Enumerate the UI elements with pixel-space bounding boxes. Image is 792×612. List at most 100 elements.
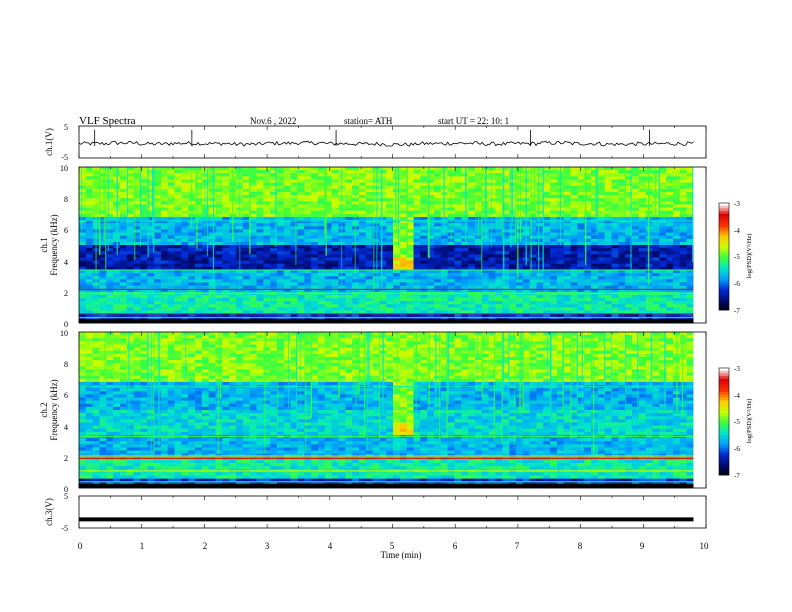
spectrogram-cell (461, 245, 469, 249)
spectrogram-cell (563, 229, 571, 233)
spectrogram-cell (352, 210, 360, 215)
spectrogram-cell (188, 263, 196, 268)
spectrogram-cell (85, 363, 94, 367)
spectrogram-cell (222, 241, 230, 246)
spectrogram-cell (406, 167, 414, 171)
spectrogram-cell (270, 226, 278, 230)
spectrogram-cell (106, 294, 114, 299)
spectrogram-cell (345, 245, 353, 249)
spectrogram-cell (92, 288, 100, 293)
spectrogram-cell (372, 210, 380, 215)
spectrogram-cell (365, 263, 373, 268)
spectrogram-cell (249, 260, 257, 265)
spectrogram-cell (133, 266, 141, 271)
spectrogram-cell (638, 260, 647, 265)
spectrogram-cell (126, 173, 135, 177)
spectrogram-cell (515, 207, 524, 212)
spectrogram-cell (386, 251, 394, 255)
spectrogram-cell (659, 307, 667, 311)
spectrogram-cell (406, 310, 414, 315)
spectrogram-cell (126, 285, 135, 290)
spectrogram-cell (317, 313, 326, 318)
spectrogram-cell (222, 282, 230, 286)
spectrogram-cell (311, 260, 319, 265)
spectrogram-cell (536, 210, 544, 215)
spectrogram-cell (379, 173, 387, 177)
spectrogram-cell (304, 229, 312, 233)
spectrogram-cell (317, 223, 326, 227)
spectrogram-cell (597, 279, 606, 283)
spectrogram-cell (167, 310, 175, 315)
spectrogram-cell (515, 260, 524, 265)
spectrogram-cell (345, 213, 353, 218)
spectrogram-cell (358, 232, 367, 237)
spectrogram-cell (345, 235, 353, 240)
spectrogram-cell (106, 403, 114, 408)
spectrogram-cell (584, 307, 592, 311)
spectrogram-cell (488, 210, 496, 215)
spectrogram-cell (570, 257, 578, 261)
spectrogram-cell (147, 257, 155, 261)
spectrogram-cell (529, 232, 537, 237)
spectrogram-cell (208, 185, 216, 190)
spectrogram-cell (556, 263, 565, 268)
spectrogram-cell (160, 182, 169, 187)
spectrogram-cell (406, 235, 414, 240)
spectrogram-cell (358, 235, 367, 240)
spectrogram-cell (358, 273, 367, 277)
spectrogram-cell (570, 235, 578, 240)
spectrogram-cell (317, 207, 326, 212)
spectrogram-cell (461, 213, 469, 218)
spectrogram-cell (290, 313, 298, 318)
spectrogram-cell (140, 173, 148, 177)
spectrogram-cell (461, 294, 469, 299)
spectrogram-cell (174, 191, 182, 196)
spectrogram-cell (160, 188, 169, 193)
spectrogram-cell (147, 307, 155, 311)
spectrogram-cell (543, 304, 551, 308)
spectrogram-cell (468, 257, 476, 261)
spectrogram-cell (85, 441, 94, 445)
spectrogram-cell (304, 238, 312, 243)
spectrogram-cell (242, 266, 251, 271)
spectrogram-cell (652, 304, 660, 308)
spectrogram-cell (99, 338, 107, 342)
spectrogram-cell (632, 232, 640, 237)
spectrogram-cell (106, 260, 114, 265)
spectrogram-cell (550, 260, 558, 265)
spectrogram-cell (420, 210, 428, 215)
spectrogram-cell (249, 266, 257, 271)
spectrogram-cell (113, 444, 121, 448)
spectrogram-cell (79, 310, 87, 315)
spectrogram-cell (481, 310, 490, 315)
spectrogram-cell (270, 307, 278, 311)
spectrogram-cell (79, 241, 87, 246)
spectrogram-cell (556, 304, 565, 308)
spectrogram-cell (406, 238, 414, 243)
spectrogram-cell (195, 245, 203, 249)
spectrogram-cell (242, 210, 251, 215)
spectrogram-cell (597, 191, 606, 196)
spectrogram-cell (99, 381, 107, 386)
spectrogram-cell (584, 185, 592, 190)
spectrogram-cell (324, 279, 333, 283)
spectrogram-cell (167, 313, 175, 318)
spectrogram-cell (181, 245, 189, 249)
spectrogram-cell (509, 273, 517, 277)
spectrogram-cell (188, 248, 196, 252)
spectrogram-cell (638, 257, 647, 261)
spectrogram-cell (454, 223, 462, 227)
spectrogram-cell (181, 232, 189, 237)
spectrogram-cell (160, 307, 169, 311)
spectrogram-cell (672, 210, 681, 215)
spectrogram-cell (679, 191, 688, 196)
spectrogram-cell (290, 260, 298, 265)
spectrogram-cell (604, 313, 612, 318)
spectrogram-cell (666, 216, 674, 221)
spectrogram-cell (208, 263, 216, 268)
spectrogram-cell (481, 266, 490, 271)
spectrogram-cell (99, 444, 107, 448)
spectrogram-cell (440, 245, 449, 249)
spectrogram-cell (222, 188, 230, 193)
spectrogram-cell (597, 226, 606, 230)
